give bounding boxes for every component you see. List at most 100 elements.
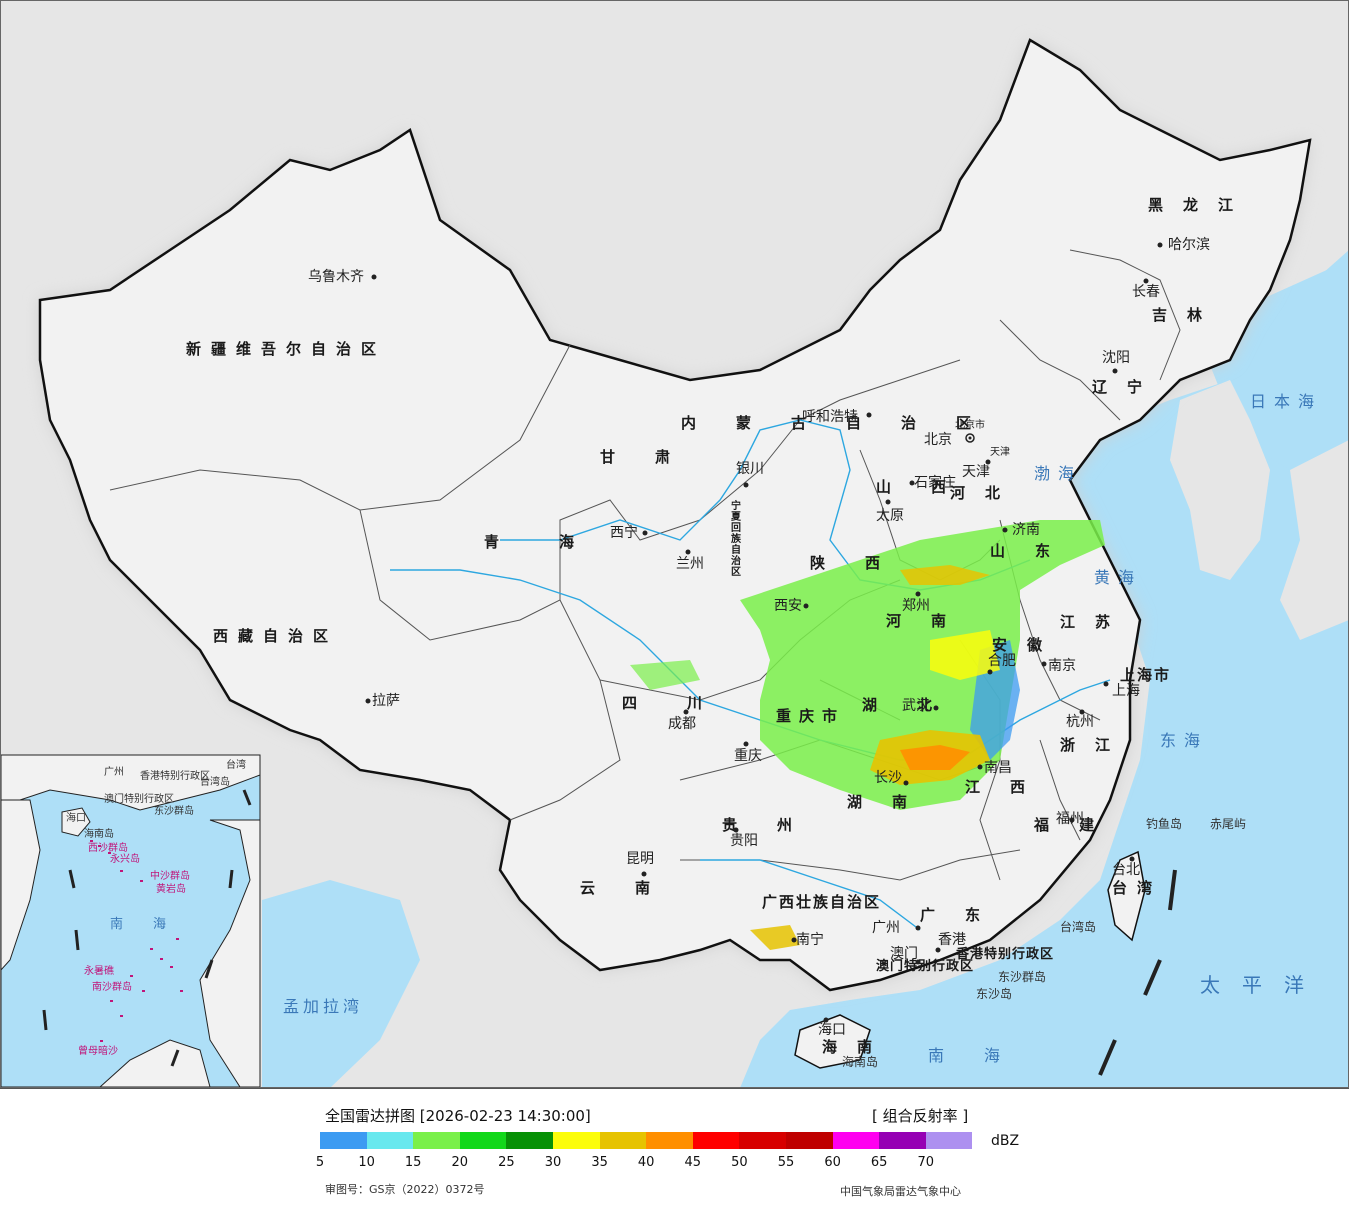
province-label-ningxia: 宁夏回族自治区	[729, 499, 742, 577]
city-label-harbin: 哈尔滨	[1168, 237, 1210, 253]
color-swatch-30	[552, 1132, 600, 1149]
sea-label-bohai: 渤海	[1034, 464, 1082, 483]
province-label-jiangxi: 江西	[965, 778, 1055, 796]
province-label-anhui: 安徽	[992, 636, 1062, 654]
color-tick-55: 55	[777, 1155, 795, 1170]
city-label-yinchuan: 银川	[736, 461, 764, 477]
island-label-dongsha-qundao: 东沙群岛	[998, 969, 1046, 984]
radar-map[interactable]: 新疆维吾尔自治区 西藏自治区 青海 甘肃 内蒙古自治区 黑龙江 吉林 辽宁 河北…	[0, 0, 1349, 1088]
province-label-liaoning: 辽宁	[1092, 378, 1162, 396]
province-label-gansu: 甘肃	[600, 448, 710, 466]
province-label-hebei: 河北	[950, 484, 1020, 502]
inset-label-hongkong: 香港特别行政区	[140, 769, 210, 782]
color-tick-25: 25	[498, 1155, 515, 1170]
echo-core-40dbz	[900, 745, 970, 770]
city-label-zhengzhou: 郑州	[902, 598, 930, 614]
province-label-yunnan: 云南	[580, 879, 690, 897]
echo-core-north	[900, 565, 990, 585]
province-label-neimenggu: 内蒙古自治区	[681, 414, 1011, 432]
city-label-nanning: 南宁	[796, 931, 824, 948]
island-label-taiwan: 台湾岛	[1060, 919, 1096, 934]
sea-label-bengal: 孟加拉湾	[283, 997, 363, 1016]
hainan-island	[794, 1014, 871, 1069]
province-label-zhejiang: 浙江	[1060, 736, 1130, 754]
color-swatch-70	[925, 1132, 973, 1149]
city-label-guiyang: 贵阳	[730, 833, 758, 849]
inset-label-nansha: 南沙群岛	[92, 980, 132, 993]
island-label-dongsha: 东沙岛	[976, 986, 1012, 1001]
city-label-jinan: 济南	[1012, 522, 1040, 538]
city-label-taiyuan: 太原	[876, 508, 904, 524]
sea-area-bay-of-bengal	[262, 880, 420, 1088]
city-label-lanzhou: 兰州	[676, 556, 704, 572]
province-label-tianjin: 天津	[990, 446, 1010, 458]
inset-label-hainan-island: 海南岛	[84, 827, 114, 840]
legend-panel: 全国雷达拼图 [2026-02-23 14:30:00] [ 组合反射率 ] d…	[0, 1088, 1349, 1209]
color-swatch-25	[506, 1132, 553, 1149]
city-label-shenyang: 沈阳	[1102, 350, 1130, 366]
island-label-diaoyu: 钓鱼岛	[1146, 816, 1182, 831]
sea-label-japan: 日本海	[1250, 392, 1322, 411]
province-label-macau: 澳门特别行政区	[876, 958, 974, 974]
inset-label-yongshu: 永暑礁	[84, 964, 114, 977]
color-tick-65: 65	[870, 1155, 888, 1170]
nine-dash-line	[1098, 869, 1177, 1076]
city-label-beijing: 北京	[924, 432, 952, 448]
city-label-xian: 西安	[774, 598, 802, 614]
sea-label-south-china: 南海	[928, 1046, 1040, 1065]
land-japan	[1280, 440, 1349, 640]
province-label-guangdong: 广东	[920, 906, 1010, 924]
city-label-lhasa: 拉萨	[372, 693, 400, 709]
color-scale-bar	[320, 1132, 973, 1149]
color-tick-5: 5	[315, 1155, 325, 1170]
color-swatch-5	[320, 1132, 367, 1149]
radar-echoes	[630, 520, 1105, 950]
province-label-sichuan: 四川	[622, 694, 752, 712]
inset-label-taiwan: 台湾	[226, 758, 246, 771]
city-label-chengdu: 成都	[668, 716, 696, 732]
sea-label-pacific: 太平洋	[1200, 973, 1326, 997]
province-label-chongqing: 重庆市	[776, 707, 845, 725]
city-labels: 乌鲁木齐 拉萨 西宁 兰州 银川 呼和浩特 北京 天津 石家庄 太原 济南 郑州…	[308, 237, 1210, 1038]
color-swatch-40	[646, 1132, 693, 1149]
province-label-xizang: 西藏自治区	[213, 627, 338, 645]
color-swatch-55	[785, 1132, 833, 1149]
inset-label-guangzhou: 广州	[104, 766, 124, 778]
city-label-macau: 澳门	[890, 946, 918, 962]
legend-unit: dBZ	[991, 1133, 1020, 1149]
color-tick-35: 35	[591, 1155, 608, 1170]
province-label-jiangsu: 江苏	[1060, 613, 1130, 631]
city-label-wuhan: 武汉	[902, 698, 930, 714]
inset-label-zengmu: 曾母暗沙	[78, 1044, 118, 1057]
city-label-kunming: 昆明	[626, 851, 654, 867]
color-tick-15: 15	[404, 1155, 422, 1170]
inset-label-yongxing: 永兴岛	[110, 852, 140, 865]
city-label-urumqi: 乌鲁木齐	[308, 269, 364, 285]
province-label-fujian: 福建	[1033, 816, 1124, 834]
echo-sichuan	[630, 660, 700, 690]
inset-label-haikou: 海口	[66, 811, 86, 824]
legend-product-name: [ 组合反射率 ]	[872, 1107, 969, 1125]
sea-labels: 日本海 渤海 黄海 东海 太平洋 南海 孟加拉湾	[283, 392, 1326, 1065]
south-china-sea-inset[interactable]: 广州 澳门特别行政区 香港特别行政区 台湾 台湾岛 海口 海南岛 东沙群岛 南海…	[0, 754, 261, 1088]
land-korea	[1170, 380, 1270, 580]
city-label-hefei: 合肥	[988, 653, 1016, 669]
city-label-changsha: 长沙	[874, 770, 902, 786]
color-swatch-15	[413, 1132, 460, 1149]
province-label-hunan: 湖南	[847, 793, 937, 811]
province-label-jilin: 吉林	[1152, 306, 1222, 324]
city-markers	[365, 242, 1163, 1023]
inset-label-south-sea: 南海	[110, 916, 196, 932]
inset-dash-line	[42, 789, 252, 1067]
island-labels: 钓鱼岛 赤尾屿 台湾岛 东沙群岛 东沙岛 海南岛	[842, 816, 1246, 1069]
inset-label-xisha: 西沙群岛	[88, 841, 128, 854]
province-label-shanghai: 上海市	[1120, 666, 1171, 684]
inset-land-philippines	[199, 819, 261, 1088]
city-label-hangzhou: 杭州	[1066, 714, 1094, 730]
color-tick-30: 30	[544, 1155, 562, 1170]
sea-label-yellow: 黄海	[1094, 568, 1142, 587]
province-label-xinjiang: 新疆维吾尔自治区	[186, 340, 386, 358]
inset-island-dots	[90, 840, 183, 1042]
color-swatch-45	[692, 1132, 740, 1149]
province-label-beijing: 北京市	[955, 418, 985, 431]
